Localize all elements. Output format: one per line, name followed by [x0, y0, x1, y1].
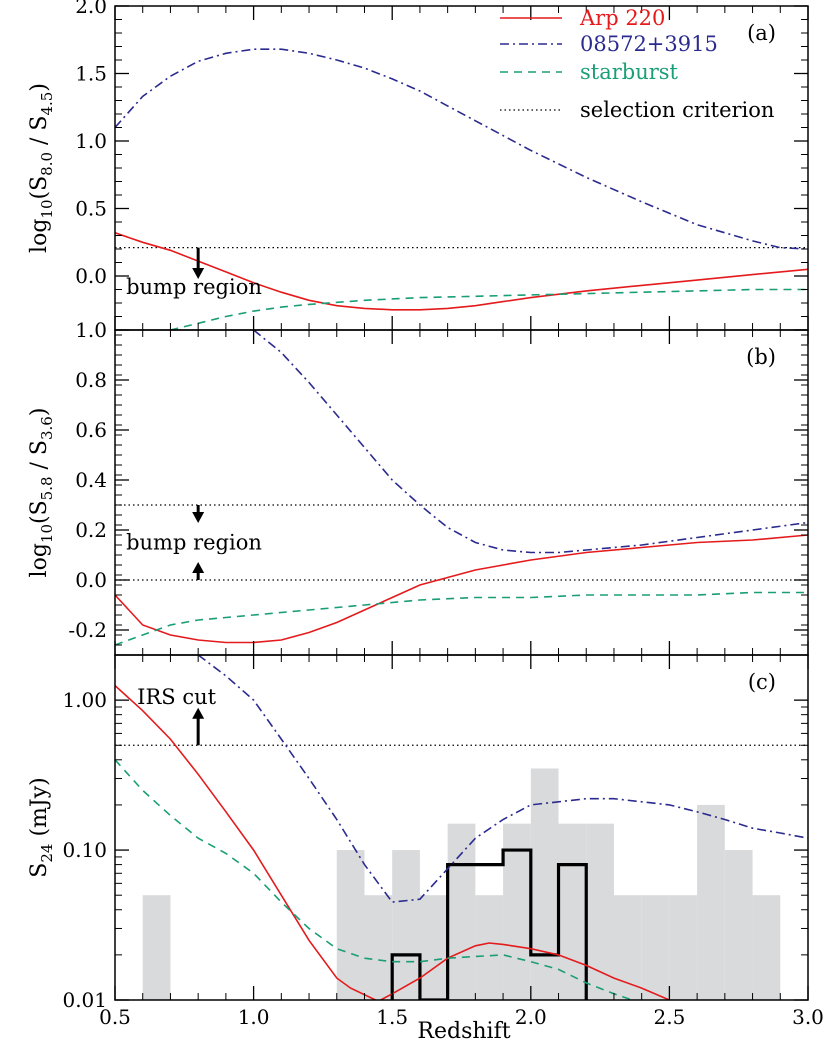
- y-axis-title: log10(S8.0 / S4.5): [27, 83, 56, 253]
- annotation-arrow-head: [192, 562, 205, 573]
- legend-label-08572: 08572+3915: [580, 32, 718, 56]
- y-axis-title-subscript: 5.8: [38, 476, 56, 500]
- panel-annotation: bump region: [126, 531, 262, 555]
- series-layer: [115, 48, 808, 1000]
- y-tick-label: 0.0: [75, 264, 107, 288]
- y-axis-title-subscript: 10: [38, 199, 56, 218]
- y-tick-label: 0.4: [75, 468, 107, 492]
- histogram-bar-all: [669, 895, 698, 1000]
- legend-label-starburst: starburst: [580, 60, 679, 84]
- panel-tag: (a): [747, 21, 776, 45]
- y-tick-label: 0.10: [62, 838, 107, 862]
- x-axis-title: Redshift: [417, 1019, 510, 1044]
- y-axis-title-subscript: 10: [38, 524, 56, 543]
- y-axis-title: log10(S5.8 / S3.6): [27, 408, 56, 578]
- y-tick-label: 0.5: [75, 197, 107, 221]
- reference-lines-layer: [115, 247, 808, 746]
- y-axis-title: S24 (mJy): [27, 777, 56, 877]
- y-axis-title-subscript: 24: [38, 844, 56, 863]
- histogram-bar-all: [752, 895, 781, 1000]
- y-tick-label: 0.6: [75, 418, 107, 442]
- panel-frame: [114, 654, 809, 1001]
- y-tick-label: 0.01: [62, 988, 107, 1012]
- text-layer: bump region 0.0 0.5 1.0 1.5 2.0 (a) log10(S8.0 …: [27, 0, 824, 1029]
- histogram-bar-all: [447, 823, 476, 1000]
- series-line-arp-220: [115, 232, 808, 311]
- y-axis-title-subscript: 3.6: [38, 416, 56, 440]
- histogram-layer: [142, 768, 781, 1000]
- x-tick-label: 1.0: [238, 1005, 270, 1029]
- histogram-bar-all: [724, 850, 753, 1000]
- histogram-step-selected: [390, 848, 588, 1000]
- legend-label-selection: selection criterion: [580, 98, 774, 122]
- annotation-arrow-head: [192, 512, 205, 523]
- y-tick-label: 1.0: [75, 318, 107, 342]
- histogram-bar-all: [558, 823, 587, 1000]
- y-axis-title-part: S: [27, 863, 52, 878]
- x-tick-label: 1.5: [376, 1005, 408, 1029]
- y-tick-label: 0.2: [75, 518, 107, 542]
- series-line-08572-3915: [253, 330, 808, 554]
- histogram-bar-all: [142, 895, 171, 1000]
- series-line-08572-3915: [197, 655, 808, 903]
- histogram-bar-all: [419, 895, 448, 1000]
- histogram-bar-all: [364, 895, 393, 1000]
- y-tick-label: 0.8: [75, 368, 107, 392]
- panel-tag: (b): [746, 345, 776, 369]
- axes-frame-layer: [114, 5, 809, 1001]
- histogram-bar-all: [697, 804, 725, 1000]
- histogram-bar-all: [586, 823, 614, 1000]
- y-tick-label: -0.2: [68, 618, 107, 642]
- x-tick-label: 2.5: [653, 1005, 685, 1029]
- x-tick-label: 2.0: [515, 1005, 547, 1029]
- panel-annotation: IRS cut: [137, 685, 216, 709]
- histogram-bar-all: [613, 895, 642, 1000]
- histogram-bar-all: [336, 850, 365, 1000]
- legend: Arp 220 08572+3915 starburst selection c…: [500, 6, 774, 122]
- y-axis-title-part: (S: [27, 176, 52, 200]
- series-line-08572-3915: [115, 48, 808, 250]
- y-tick-label: 2.0: [75, 0, 107, 18]
- series-line-starburst: [166, 288, 808, 330]
- histogram-bar-all: [641, 895, 670, 1000]
- y-axis-title-subscript: 4.5: [38, 92, 56, 116]
- y-axis-title-subscript: 8.0: [38, 152, 56, 176]
- series-line-arp-220: [115, 534, 808, 644]
- panel-tag: (c): [748, 670, 776, 694]
- y-axis-title-part: log: [27, 219, 52, 253]
- y-axis-title-part: ): [27, 408, 52, 417]
- histogram-bar-all: [503, 823, 531, 1000]
- x-tick-label: 0.5: [99, 1005, 131, 1029]
- y-axis-title-part: log: [27, 543, 52, 577]
- y-tick-label: 1.0: [75, 129, 107, 153]
- legend-label-arp220: Arp 220: [579, 6, 665, 30]
- y-tick-label: 1.5: [75, 62, 107, 86]
- panel-annotation: bump region: [126, 275, 262, 299]
- series-line-starburst: [115, 591, 808, 646]
- y-tick-label: 1.00: [62, 688, 107, 712]
- annotation-arrow-head: [192, 268, 205, 279]
- series-line-starburst: [115, 759, 635, 1000]
- y-axis-title-part: / S: [27, 115, 52, 151]
- panel-frame: [114, 329, 809, 656]
- histogram-bar-all: [530, 768, 559, 1000]
- y-axis-title-part: ): [27, 83, 52, 92]
- y-axis-title-part: (mJy): [27, 777, 52, 843]
- annotation-arrow-head: [192, 707, 205, 719]
- histogram-bar-all: [475, 895, 504, 1000]
- histogram-bar-all: [392, 850, 420, 1000]
- y-axis-title-part: / S: [27, 440, 52, 476]
- x-tick-label: 3.0: [792, 1005, 824, 1029]
- y-tick-label: 0.0: [75, 568, 107, 592]
- y-axis-title-part: (S: [27, 500, 52, 524]
